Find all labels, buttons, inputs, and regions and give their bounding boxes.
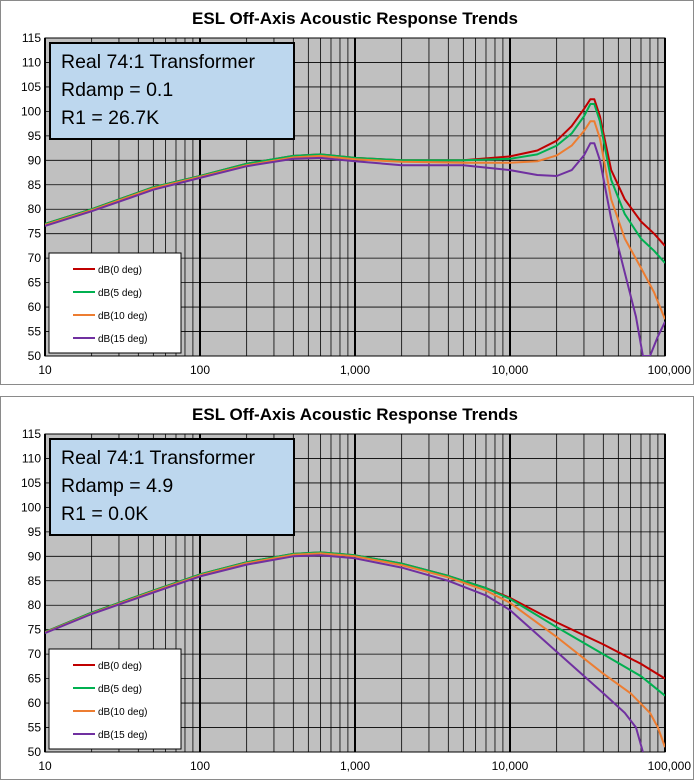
chart-1-x-tick-100000: 100,000 — [648, 363, 692, 377]
chart-1-series-4-line — [45, 142, 665, 356]
chart-2-legend-box — [48, 648, 182, 750]
chart-2-title: ESL Off-Axis Acoustic Response Trends — [192, 405, 518, 424]
chart-1-annotation-line-2: Rdamp = 0.1 — [61, 79, 174, 101]
chart-2-legend-label-4: dB(15 deg) — [98, 730, 147, 741]
chart-2-y-tick-50: 50 — [28, 745, 42, 759]
chart-1-annotation-box: Real 74:1 Transformer Rdamp = 0.1 R1 = 2… — [49, 42, 295, 140]
chart-1-series-2-line — [45, 103, 665, 264]
chart-2-y-tick-100: 100 — [21, 500, 41, 514]
chart-2-y-tick-90: 90 — [28, 549, 42, 563]
chart-1-y-tick-80: 80 — [28, 202, 42, 216]
chart-2-y-tick-60: 60 — [28, 696, 42, 710]
chart-2-y-tick-85: 85 — [28, 574, 42, 588]
chart-2-y-tick-55: 55 — [28, 721, 42, 735]
chart-1-y-tick-60: 60 — [28, 300, 42, 314]
chart-2-annotation-box: Real 74:1 Transformer Rdamp = 4.9 R1 = 0… — [49, 438, 295, 536]
chart-2-y-tick-105: 105 — [21, 476, 41, 490]
chart-2-x-tick-10: 10 — [38, 759, 52, 773]
chart-1-y-tick-100: 100 — [21, 104, 41, 118]
chart-1-legend-label-4: dB(15 deg) — [98, 334, 147, 345]
chart-1-x-tick-10: 10 — [38, 363, 52, 377]
chart-1-y-tick-105: 105 — [21, 80, 41, 94]
chart-1-title: ESL Off-Axis Acoustic Response Trends — [192, 9, 518, 28]
chart-1-y-tick-70: 70 — [28, 251, 42, 265]
chart-2-y-tick-110: 110 — [22, 451, 41, 465]
chart-2-annotation-line-3: R1 = 0.0K — [61, 503, 149, 525]
chart-1-x-tick-10000: 10,000 — [492, 363, 529, 377]
chart-1-annotation-line-3: R1 = 26.7K — [61, 107, 160, 129]
chart-1-x-tick-1000: 1,000 — [340, 363, 370, 377]
chart-2-y-tick-75: 75 — [28, 623, 42, 637]
chart-1-x-tick-100: 100 — [190, 363, 210, 377]
chart-2-x-tick-1000: 1,000 — [340, 759, 370, 773]
chart-2-annotation-line-2: Rdamp = 4.9 — [61, 475, 174, 497]
chart-panel-2: ESL Off-Axis Acoustic Response Trends 50 5… — [0, 396, 694, 780]
chart-1-legend-label-1: dB(0 deg) — [98, 265, 142, 276]
chart-2-legend-label-2: dB(5 deg) — [98, 684, 142, 695]
chart-1-y-tick-110: 110 — [22, 55, 41, 69]
chart-2-y-tick-80: 80 — [28, 598, 42, 612]
chart-2-legend-label-3: dB(10 deg) — [98, 707, 147, 718]
chart-2-y-tick-115: 115 — [22, 427, 41, 441]
chart-1-y-tick-75: 75 — [28, 227, 42, 241]
chart-2-y-tick-95: 95 — [28, 525, 42, 539]
chart-1-y-tick-85: 85 — [28, 178, 42, 192]
chart-2-x-tick-10000: 10,000 — [492, 759, 529, 773]
chart-1-legend-label-3: dB(10 deg) — [98, 311, 147, 322]
chart-2-y-tick-70: 70 — [28, 647, 42, 661]
chart-1-y-tick-65: 65 — [28, 276, 42, 290]
chart-1-y-tick-50: 50 — [28, 349, 42, 363]
chart-1-legend-box — [48, 252, 182, 354]
chart-1-y-tick-95: 95 — [28, 129, 42, 143]
chart-2-legend-label-1: dB(0 deg) — [98, 661, 142, 672]
chart-2-y-tick-65: 65 — [28, 672, 42, 686]
chart-1-y-tick-55: 55 — [28, 325, 42, 339]
chart-2-annotation-line-1: Real 74:1 Transformer — [61, 447, 256, 469]
chart-1-legend-label-2: dB(5 deg) — [98, 288, 142, 299]
chart-1-annotation-line-1: Real 74:1 Transformer — [61, 51, 256, 73]
chart-2-series-4-line — [45, 554, 644, 752]
chart-1-y-tick-115: 115 — [22, 31, 41, 45]
chart-1-y-tick-90: 90 — [28, 153, 42, 167]
chart-2-x-tick-100: 100 — [190, 759, 210, 773]
chart-panel-1: ESL Off-Axis Acoustic Response Trends 50 5… — [0, 0, 694, 385]
chart-2-x-tick-100000: 100,000 — [648, 759, 692, 773]
